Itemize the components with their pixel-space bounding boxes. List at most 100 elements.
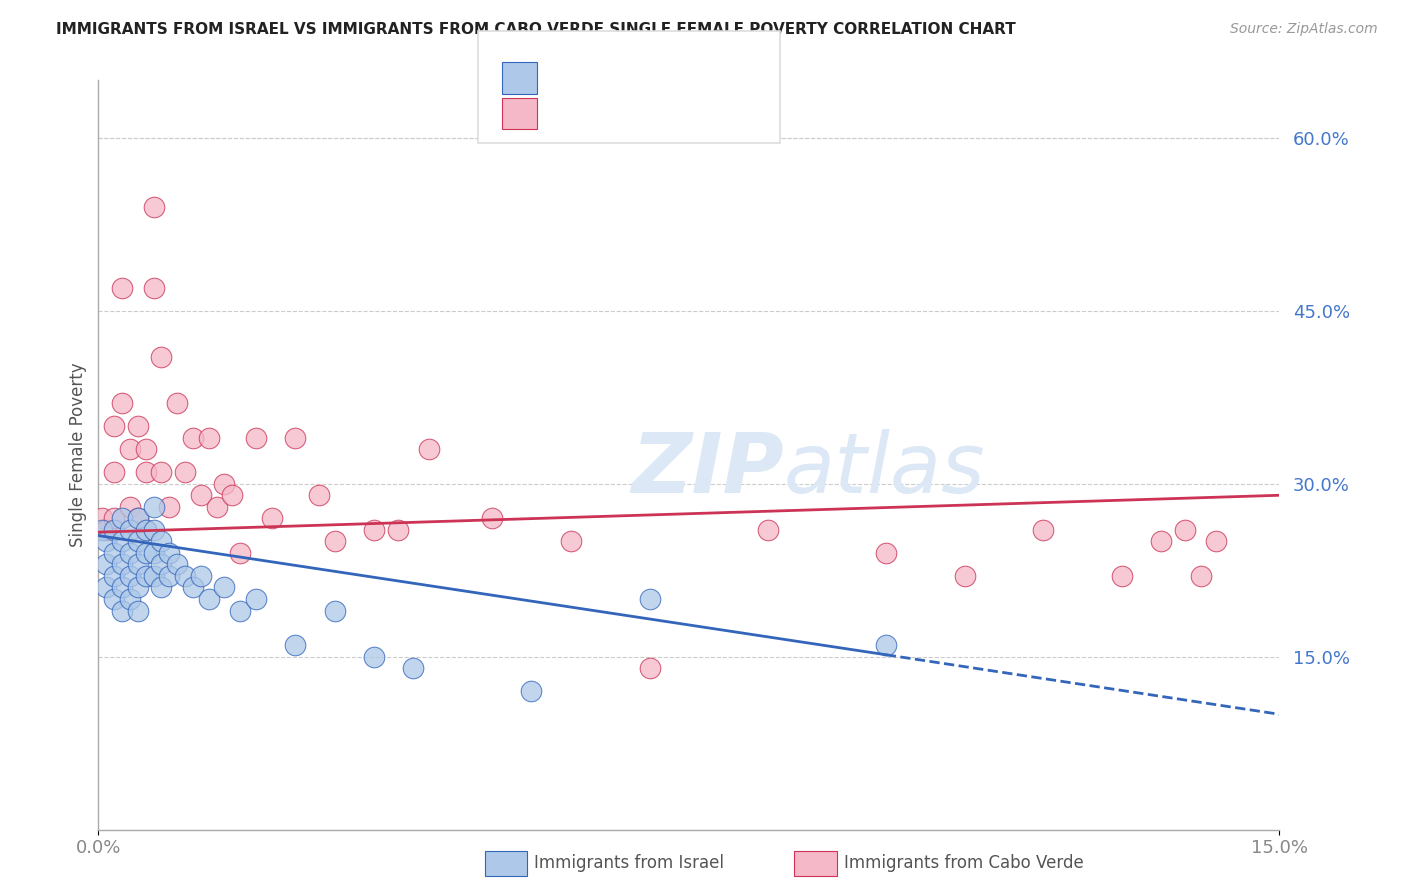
- Point: [111, 581, 134, 595]
- Point: [111, 281, 134, 295]
- Point: [214, 476, 236, 491]
- Point: [214, 581, 236, 595]
- Point: [157, 500, 180, 514]
- Point: [103, 523, 125, 537]
- Point: [323, 534, 346, 549]
- Point: [142, 281, 165, 295]
- Point: [190, 488, 212, 502]
- Text: N = 49: N = 49: [640, 69, 697, 87]
- Point: [190, 569, 212, 583]
- Point: [284, 431, 307, 445]
- Text: atlas: atlas: [783, 429, 986, 510]
- Point: [174, 569, 197, 583]
- Text: R =: R =: [546, 104, 586, 122]
- Point: [1032, 523, 1054, 537]
- Point: [638, 661, 661, 675]
- Point: [1205, 534, 1227, 549]
- Point: [142, 500, 165, 514]
- Point: [875, 638, 897, 652]
- Point: [363, 649, 385, 664]
- Point: [103, 511, 125, 525]
- Point: [1189, 569, 1212, 583]
- Point: [166, 396, 188, 410]
- Point: [127, 511, 149, 525]
- Point: [150, 581, 173, 595]
- Point: [142, 546, 165, 560]
- Point: [103, 465, 125, 479]
- Point: [96, 523, 118, 537]
- Y-axis label: Single Female Poverty: Single Female Poverty: [69, 363, 87, 547]
- Point: [756, 523, 779, 537]
- Point: [127, 558, 149, 572]
- Point: [229, 603, 252, 617]
- Text: ZIP: ZIP: [631, 429, 783, 510]
- Point: [127, 603, 149, 617]
- Point: [387, 523, 409, 537]
- Point: [260, 511, 283, 525]
- Text: Immigrants from Cabo Verde: Immigrants from Cabo Verde: [844, 855, 1084, 872]
- Point: [135, 465, 157, 479]
- Point: [142, 200, 165, 214]
- Point: [118, 569, 141, 583]
- Point: [197, 431, 219, 445]
- Point: [520, 684, 543, 698]
- Point: [135, 442, 157, 457]
- Point: [127, 581, 149, 595]
- Point: [1150, 534, 1173, 549]
- Point: [245, 431, 267, 445]
- Text: N = 48: N = 48: [640, 104, 697, 122]
- Text: IMMIGRANTS FROM ISRAEL VS IMMIGRANTS FROM CABO VERDE SINGLE FEMALE POVERTY CORRE: IMMIGRANTS FROM ISRAEL VS IMMIGRANTS FRO…: [56, 22, 1017, 37]
- Point: [308, 488, 330, 502]
- Point: [229, 546, 252, 560]
- Point: [245, 592, 267, 607]
- Point: [103, 592, 125, 607]
- Point: [402, 661, 425, 675]
- Point: [150, 350, 173, 364]
- Point: [875, 546, 897, 560]
- Point: [103, 546, 125, 560]
- Point: [142, 569, 165, 583]
- Point: [96, 534, 118, 549]
- Point: [118, 523, 141, 537]
- Point: [127, 534, 149, 549]
- Point: [96, 558, 118, 572]
- Text: Source: ZipAtlas.com: Source: ZipAtlas.com: [1230, 22, 1378, 37]
- Point: [135, 569, 157, 583]
- Point: [103, 419, 125, 434]
- Point: [111, 396, 134, 410]
- Text: -0.298: -0.298: [574, 69, 633, 87]
- Point: [953, 569, 976, 583]
- Point: [118, 500, 141, 514]
- Point: [111, 511, 134, 525]
- Text: R =: R =: [546, 69, 582, 87]
- Point: [560, 534, 582, 549]
- Point: [118, 546, 141, 560]
- Point: [197, 592, 219, 607]
- Point: [363, 523, 385, 537]
- Point: [111, 603, 134, 617]
- Point: [1111, 569, 1133, 583]
- Point: [91, 523, 114, 537]
- Point: [638, 592, 661, 607]
- Point: [111, 534, 134, 549]
- Point: [150, 558, 173, 572]
- Point: [127, 511, 149, 525]
- Point: [135, 546, 157, 560]
- Point: [284, 638, 307, 652]
- Point: [135, 523, 157, 537]
- Point: [111, 558, 134, 572]
- Point: [91, 511, 114, 525]
- Text: 0.055: 0.055: [576, 104, 628, 122]
- Text: Immigrants from Israel: Immigrants from Israel: [534, 855, 724, 872]
- Point: [96, 581, 118, 595]
- Point: [418, 442, 440, 457]
- Point: [142, 523, 165, 537]
- Point: [135, 523, 157, 537]
- Point: [150, 534, 173, 549]
- Point: [103, 569, 125, 583]
- Point: [481, 511, 503, 525]
- Point: [221, 488, 243, 502]
- Point: [157, 546, 180, 560]
- Point: [181, 581, 204, 595]
- Point: [127, 419, 149, 434]
